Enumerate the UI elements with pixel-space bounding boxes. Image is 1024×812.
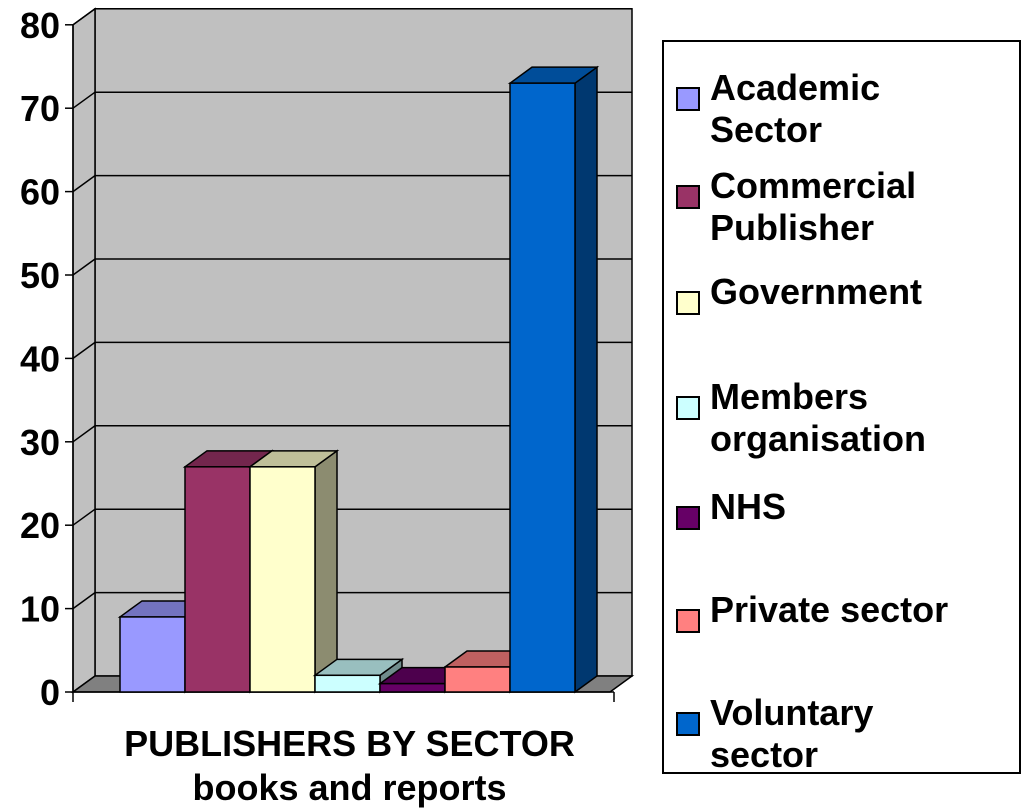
y-axis-ticks: 0 10 20 30 40 50 60 70 80 xyxy=(20,5,60,713)
bar-7 xyxy=(507,65,600,694)
y-tick-label: 10 xyxy=(20,589,60,630)
bar-front xyxy=(444,666,511,693)
legend-label: Members organisation xyxy=(710,376,927,459)
x-axis-label: PUBLISHERS BY SECTOR books and reports xyxy=(124,723,575,808)
y-tick-label: 50 xyxy=(20,255,60,296)
legend-swatch xyxy=(676,396,700,420)
gridline xyxy=(72,341,632,360)
legend: Academic Sector Commercial Publisher Gover… xyxy=(662,40,1021,775)
gridline xyxy=(72,591,632,610)
bar-front xyxy=(119,616,186,693)
gridline xyxy=(72,258,632,276)
legend-label: Academic Sector xyxy=(710,67,881,150)
legend-swatch xyxy=(676,87,700,111)
gridline xyxy=(72,425,632,443)
bars xyxy=(117,65,600,694)
gridline xyxy=(72,8,632,26)
legend-swatch xyxy=(676,291,700,315)
gridline xyxy=(72,508,632,526)
bar-front xyxy=(249,466,316,693)
y-tick-label: 60 xyxy=(20,172,60,213)
bar-3 xyxy=(247,449,340,694)
legend-label: Private sector xyxy=(710,589,949,630)
legend-swatch xyxy=(676,185,700,209)
gridline xyxy=(72,174,632,193)
y-tick-label: 80 xyxy=(20,5,60,46)
legend-label: NHS xyxy=(710,486,787,527)
legend-swatch xyxy=(676,609,700,633)
legend-label: Commercial Publisher xyxy=(710,165,917,248)
legend-label: Government xyxy=(710,271,923,312)
y-tick-label: 20 xyxy=(20,505,60,546)
bar-4 xyxy=(312,657,405,694)
y-tick-label: 30 xyxy=(20,422,60,463)
gridline xyxy=(72,91,632,109)
y-tick-label: 40 xyxy=(20,338,60,379)
legend-label: Voluntary sector xyxy=(710,692,874,775)
y-tick-label: 70 xyxy=(20,88,60,129)
legend-swatch xyxy=(676,712,700,736)
bar-side xyxy=(314,449,338,694)
bar-front xyxy=(379,682,446,693)
bar-front xyxy=(184,466,251,693)
y-tick-label: 0 xyxy=(40,672,60,713)
bar-front xyxy=(509,82,576,693)
bar-side xyxy=(574,65,598,694)
legend-swatch xyxy=(676,506,700,530)
bar-front xyxy=(314,674,381,693)
gridlines xyxy=(72,8,632,610)
